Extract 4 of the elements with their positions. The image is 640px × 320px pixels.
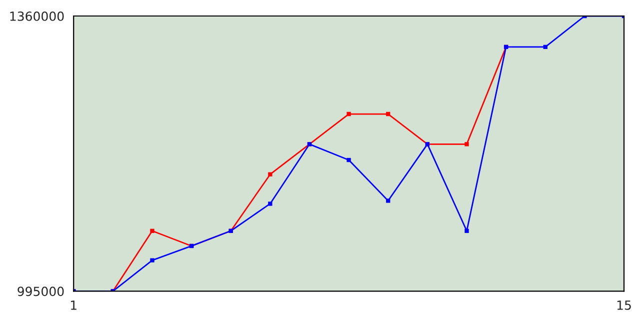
y-tick-label: 995000	[18, 286, 64, 296]
x-tick-label: 15	[617, 300, 631, 310]
y-tick-label: 1360000	[10, 11, 64, 21]
x-tick-label: 1	[70, 300, 76, 310]
